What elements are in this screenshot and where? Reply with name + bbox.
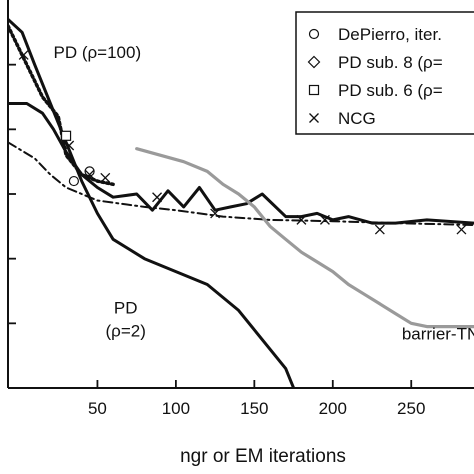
x-ticks: 50 100 150 200 250 bbox=[88, 380, 425, 418]
marker-x-2-4 bbox=[152, 192, 163, 203]
y-ticks bbox=[8, 63, 16, 325]
marker-x-2-7 bbox=[319, 214, 330, 225]
series-line-dashdot bbox=[8, 141, 474, 226]
marker-circle-0-1 bbox=[84, 166, 95, 177]
marker-square-1-0 bbox=[60, 130, 72, 141]
marker-x-2-8 bbox=[374, 224, 385, 235]
series-line-barrier_tn bbox=[135, 147, 474, 329]
x-tick-label-150: 150 bbox=[240, 399, 268, 418]
marker-x-2-6 bbox=[296, 214, 307, 225]
annotations: PD (ρ=100) PD (ρ=2) barrier-TN bbox=[54, 43, 474, 343]
x-tick-label-200: 200 bbox=[319, 399, 347, 418]
marker-x-2-2 bbox=[84, 169, 95, 180]
x-tick-label-250: 250 bbox=[397, 399, 425, 418]
marker-x-2-3 bbox=[100, 172, 111, 183]
marker-x-2-9 bbox=[456, 224, 467, 235]
x-axis-title: ngr or EM iterations bbox=[180, 446, 346, 467]
legend-marker-1 bbox=[307, 55, 321, 69]
legend-marker-0 bbox=[308, 28, 320, 40]
legend-marker-2 bbox=[308, 84, 320, 96]
marker-x-2-5 bbox=[210, 208, 221, 219]
marker-circle-0-0 bbox=[68, 175, 79, 187]
marker-x-2-1 bbox=[64, 140, 75, 151]
annotation-1: PD bbox=[114, 299, 138, 318]
annotation-2: (ρ=2) bbox=[105, 321, 145, 340]
legend-box bbox=[295, 11, 474, 135]
x-tick-label-50: 50 bbox=[88, 399, 107, 418]
legend-label-1: PD sub. 8 (ρ= bbox=[338, 53, 443, 72]
annotation-0: PD (ρ=100) bbox=[54, 43, 142, 62]
legend-label-2: PD sub. 6 (ρ= bbox=[338, 81, 443, 100]
marker-x-2-0 bbox=[18, 50, 29, 60]
x-tick-label-100: 100 bbox=[162, 399, 190, 418]
series-line-pd_rho2 bbox=[8, 17, 296, 388]
legend: DePierro, iter. PD sub. 8 (ρ= PD sub. 6 (ρ… bbox=[295, 11, 474, 135]
axes: 50 100 150 200 250 ngr or EM iterations bbox=[7, 0, 474, 467]
series-line-pd_sub8 bbox=[8, 102, 474, 225]
annotation-3: barrier-TN bbox=[402, 325, 474, 344]
legend-label-0: DePierro, iter. bbox=[338, 25, 442, 44]
plot-area bbox=[8, 17, 474, 388]
legend-marker-3 bbox=[309, 113, 319, 123]
legend-label-3: NCG bbox=[338, 109, 376, 128]
